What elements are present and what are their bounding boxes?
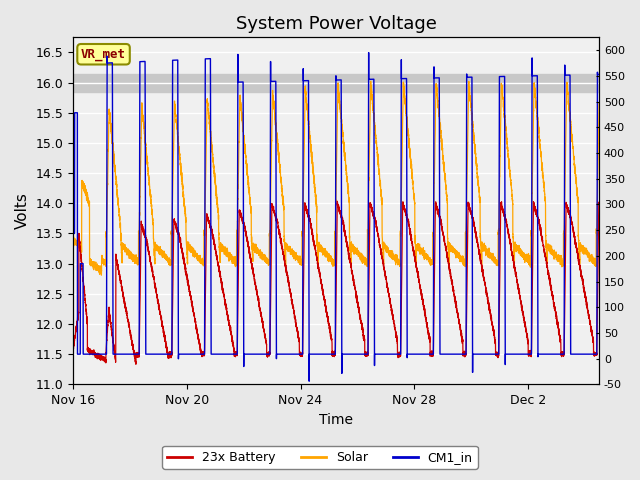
Y-axis label: Volts: Volts (15, 192, 30, 229)
Title: System Power Voltage: System Power Voltage (236, 15, 436, 33)
Text: VR_met: VR_met (81, 48, 126, 61)
Bar (73, 73, 599, 92)
Legend: 23x Battery, Solar, CM1_in: 23x Battery, Solar, CM1_in (163, 446, 477, 469)
X-axis label: Time: Time (319, 413, 353, 427)
